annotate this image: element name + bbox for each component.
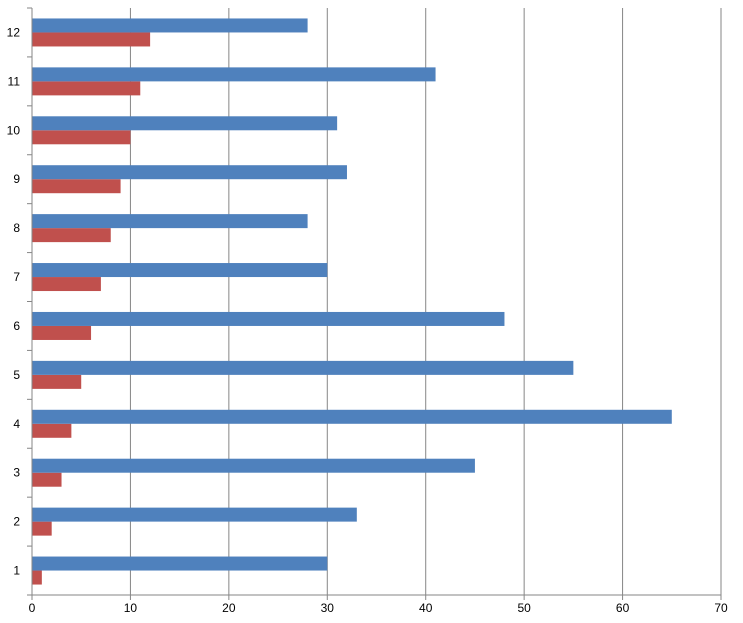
bar-series1-cat-10 (32, 130, 131, 145)
y-tick-label-9: 9 (13, 172, 20, 186)
bar-series2-cat-10 (32, 116, 338, 131)
bar-series1-cat-2 (32, 521, 52, 536)
y-tick-label-11: 11 (8, 74, 21, 88)
bar-series2-cat-1 (32, 556, 328, 571)
bar-series1-cat-3 (32, 472, 62, 487)
bar-series1-cat-1 (32, 570, 42, 585)
bar-series1-cat-11 (32, 81, 141, 96)
y-tick-label-5: 5 (13, 368, 20, 382)
x-tick-label-40: 40 (419, 601, 433, 615)
x-tick-label-10: 10 (124, 601, 138, 615)
bar-series1-cat-5 (32, 374, 82, 389)
bar-series2-cat-4 (32, 409, 672, 424)
y-tick-label-2: 2 (13, 515, 20, 529)
bar-series2-cat-2 (32, 507, 357, 522)
bar-series2-cat-7 (32, 263, 328, 278)
axes-layer (27, 7, 722, 600)
bar-series2-cat-8 (32, 214, 308, 229)
bar-series1-cat-12 (32, 32, 151, 47)
bar-series1-cat-4 (32, 423, 72, 438)
y-tick-label-6: 6 (13, 319, 20, 333)
y-tick-label-4: 4 (13, 417, 20, 431)
x-tick-label-50: 50 (517, 601, 531, 615)
x-tick-label-60: 60 (616, 601, 630, 615)
bar-series2-cat-11 (32, 67, 436, 82)
y-tick-label-7: 7 (13, 270, 20, 284)
x-tick-label-20: 20 (222, 601, 236, 615)
y-tick-label-1: 1 (13, 564, 20, 578)
bar-series1-cat-9 (32, 179, 121, 194)
x-tick-label-0: 0 (29, 601, 36, 615)
bar-series2-cat-9 (32, 165, 347, 180)
bar-series2-cat-3 (32, 458, 475, 473)
x-tick-label-30: 30 (321, 601, 335, 615)
bar-series1-cat-6 (32, 325, 92, 340)
x-tick-label-70: 70 (714, 601, 728, 615)
bar-series2-cat-6 (32, 311, 505, 326)
bar-series2-cat-5 (32, 360, 574, 375)
y-tick-label-12: 12 (7, 25, 21, 39)
bars-layer (32, 18, 672, 585)
y-tick-label-3: 3 (13, 466, 20, 480)
y-tick-label-10: 10 (7, 123, 21, 137)
bar-series1-cat-7 (32, 277, 101, 292)
grid-layer (129, 8, 722, 595)
y-tick-label-8: 8 (13, 221, 20, 235)
bar-series2-cat-12 (32, 18, 308, 33)
bar-series1-cat-8 (32, 228, 111, 243)
